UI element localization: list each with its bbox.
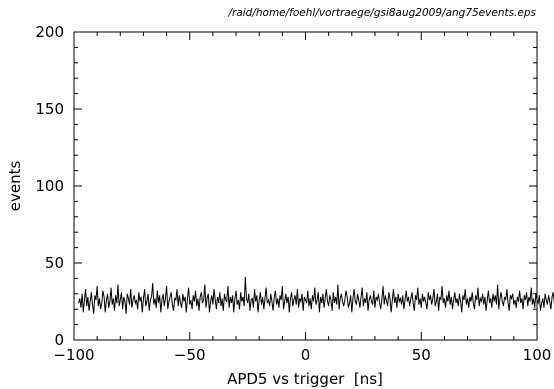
y-tick-label: 200 [35, 23, 64, 41]
x-tick-label: 50 [412, 346, 431, 364]
y-tick-labels: 0 50 100 150 200 [35, 23, 64, 349]
y-tick-label: 0 [54, 331, 64, 349]
x-axis-label: APD5 vs trigger [ns] [227, 370, 383, 388]
x-tick-label: −100 [53, 346, 94, 364]
plot-frame [73, 31, 538, 341]
x-tick-label: 0 [301, 346, 311, 364]
file-path-header: /raid/home/foehl/vortraege/gsi8aug2009/a… [227, 7, 536, 19]
x-tick-label: 100 [523, 346, 552, 364]
series-line [78, 276, 554, 314]
y-tick-label: 50 [45, 254, 64, 272]
y-axis-label: events [6, 161, 24, 212]
x-tick-labels: −100 −50 0 50 100 [53, 346, 551, 364]
y-tick-label: 100 [35, 177, 64, 195]
y-tick-label: 150 [35, 100, 64, 118]
axis-ticks [73, 31, 538, 341]
x-tick-label: −50 [174, 346, 206, 364]
